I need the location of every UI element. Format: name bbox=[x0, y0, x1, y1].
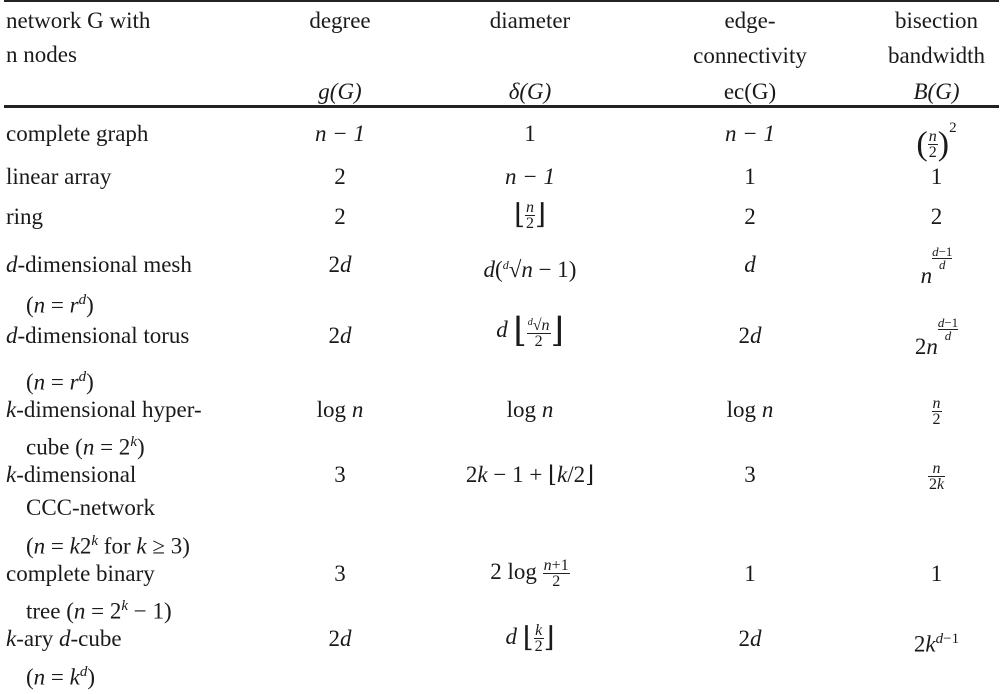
row-name: ring bbox=[6, 204, 44, 229]
cell-degree: 2d bbox=[328, 626, 352, 651]
row-name-sub: cube (n = 2k) bbox=[26, 434, 145, 460]
header-network-line2: n nodes bbox=[6, 42, 77, 67]
header-bisection: bisection bbox=[894, 8, 979, 33]
cell-bisection: 2kd−1 bbox=[913, 631, 960, 657]
row-name-sub: (n = kd) bbox=[26, 664, 96, 690]
row-name-sub: (n = rd) bbox=[26, 369, 94, 395]
row-name: k-dimensional bbox=[6, 462, 137, 487]
cell-diameter: ⌊ n 2 ⌋ bbox=[514, 199, 546, 233]
header-rule bbox=[4, 105, 999, 108]
row-name: k-dimensional hyper- bbox=[6, 397, 202, 422]
row-name: linear array bbox=[6, 164, 112, 189]
cell-degree: 2 bbox=[334, 204, 346, 229]
cell-ec: n − 1 bbox=[724, 121, 776, 146]
cell-bisection: 2 bbox=[930, 204, 943, 229]
cell-degree: n − 1 bbox=[314, 121, 366, 146]
cell-diameter: n − 1 bbox=[504, 164, 556, 189]
cell-ec: 2d bbox=[738, 323, 762, 348]
header-bandwidth: bandwidth bbox=[887, 43, 986, 68]
cell-ec: 3 bbox=[744, 462, 756, 487]
row-name-sub: tree (n = 2k − 1) bbox=[26, 598, 172, 624]
header-diameter-symbol: δ(G) bbox=[508, 79, 552, 104]
header-diameter: diameter bbox=[489, 8, 571, 33]
cell-bisection: n 2k bbox=[927, 460, 946, 494]
row-name: d-dimensional mesh bbox=[6, 252, 192, 277]
cell-ec: log n bbox=[726, 397, 774, 422]
cell-diameter: 1 bbox=[524, 121, 536, 146]
cell-degree: 2d bbox=[328, 252, 352, 277]
cell-degree: log n bbox=[316, 397, 364, 422]
cell-bisection: (n 2)2 bbox=[916, 120, 957, 163]
row-name-sub: CCC-network bbox=[26, 495, 156, 520]
cell-ec: 2d bbox=[738, 626, 762, 651]
row-name-sub2: (n = k2k for k ≥ 3) bbox=[26, 533, 190, 559]
header-degree-symbol: g(G) bbox=[318, 79, 362, 104]
header-edge: edge- bbox=[724, 8, 776, 33]
top-rule bbox=[4, 0, 999, 2]
header-network-line1: network G with bbox=[6, 8, 151, 33]
cell-bisection: 2n d−1 d bbox=[914, 315, 959, 359]
cell-degree: 2d bbox=[328, 323, 352, 348]
header-ec-symbol: ec(G) bbox=[723, 79, 777, 104]
cell-diameter: d(d√n − 1) bbox=[483, 257, 577, 282]
row-name: k-ary d-cube bbox=[6, 626, 122, 651]
cell-ec: d bbox=[744, 252, 756, 277]
row-name: complete graph bbox=[6, 121, 149, 146]
cell-degree: 3 bbox=[334, 561, 346, 586]
cell-ec: 2 bbox=[744, 204, 756, 229]
cell-ec: 1 bbox=[744, 164, 756, 189]
row-name: complete binary bbox=[6, 561, 155, 586]
cell-diameter: d ⌊ d√n 2 ⌋ bbox=[496, 312, 564, 350]
header-degree: degree bbox=[309, 8, 371, 33]
cell-diameter: 2 log n+1 2 bbox=[490, 557, 570, 591]
cell-diameter: log n bbox=[506, 397, 554, 422]
cell-degree: 2 bbox=[334, 164, 346, 189]
row-name-sub: (n = rd) bbox=[26, 292, 94, 318]
cell-bisection: 1 bbox=[930, 561, 943, 586]
cell-diameter: d ⌊ k 2 ⌋ bbox=[505, 622, 555, 656]
header-bisection-symbol: B(G) bbox=[913, 79, 960, 104]
header-connectivity: connectivity bbox=[693, 43, 807, 68]
cell-diameter: 2k − 1 + ⌊k/2⌋ bbox=[465, 462, 595, 487]
cell-bisection: n d−1 d bbox=[920, 244, 953, 288]
cell-degree: 3 bbox=[334, 462, 346, 487]
cell-ec: 1 bbox=[744, 561, 756, 586]
cell-bisection: 1 bbox=[930, 164, 943, 189]
row-name: d-dimensional torus bbox=[6, 323, 190, 348]
